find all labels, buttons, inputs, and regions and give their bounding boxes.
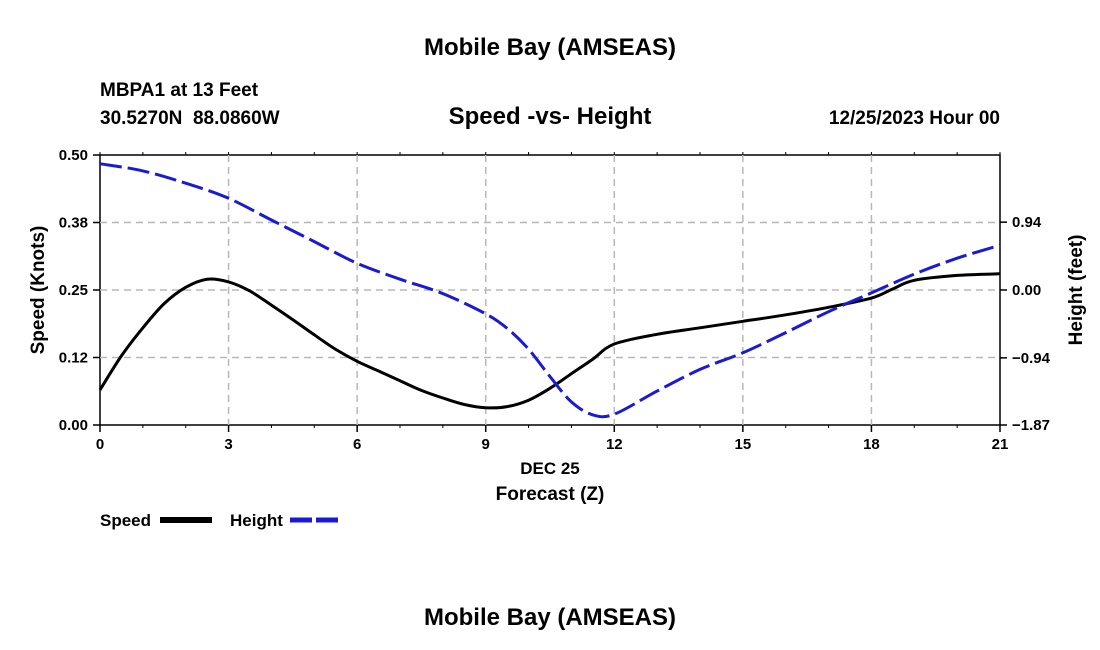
x-axis-date-label: DEC 25 <box>520 459 580 478</box>
x-tick-label: 12 <box>606 436 623 453</box>
station-name: MBPA1 at 13 Feet <box>100 80 259 101</box>
legend-label-speed: Speed <box>100 511 151 530</box>
y-tick-label: 0.00 <box>59 417 88 434</box>
page-title: Mobile Bay (AMSEAS) <box>424 34 676 61</box>
x-tick-label: 6 <box>353 436 361 453</box>
ticks-layer: 0 3 6 9 12 15 18 21 0.00 0.12 0.25 0.38 0.50 −1.87 −0.… <box>59 147 1051 453</box>
x-tick-label: 18 <box>863 436 880 453</box>
x-axis-label: Forecast (Z) <box>496 484 605 505</box>
x-tick-label: 0 <box>96 436 104 453</box>
x-tick-label: 9 <box>482 436 490 453</box>
y-tick-label: 0.12 <box>59 350 88 367</box>
footer-title: Mobile Bay (AMSEAS) <box>424 604 676 631</box>
y-axis-label: Speed (Knots) <box>28 226 49 355</box>
y2-tick-label: 0.00 <box>1012 282 1041 299</box>
series-line-speed <box>98 272 1001 410</box>
y-tick-label: 0.38 <box>59 215 88 232</box>
series-layer <box>98 162 1001 419</box>
x-tick-label: 15 <box>735 436 752 453</box>
legend: Speed Height <box>100 511 342 530</box>
station-coords: 30.5270N 88.0860W <box>100 108 280 129</box>
y2-tick-label: 0.94 <box>1012 214 1042 231</box>
y2-axis-label: Height (feet) <box>1066 235 1087 346</box>
y-tick-label: 0.50 <box>59 147 88 164</box>
grid-layer <box>100 155 1000 425</box>
x-tick-label: 21 <box>992 436 1009 453</box>
y2-tick-label: −1.87 <box>1012 417 1050 434</box>
legend-label-height: Height <box>230 511 283 530</box>
forecast-timestamp: 12/25/2023 Hour 00 <box>829 108 1000 129</box>
x-tick-label: 3 <box>224 436 232 453</box>
y2-tick-label: −0.94 <box>1012 350 1051 367</box>
y-tick-label: 0.25 <box>59 282 88 299</box>
chart-title: Speed -vs- Height <box>449 103 652 130</box>
series-line-height <box>99 162 1001 419</box>
